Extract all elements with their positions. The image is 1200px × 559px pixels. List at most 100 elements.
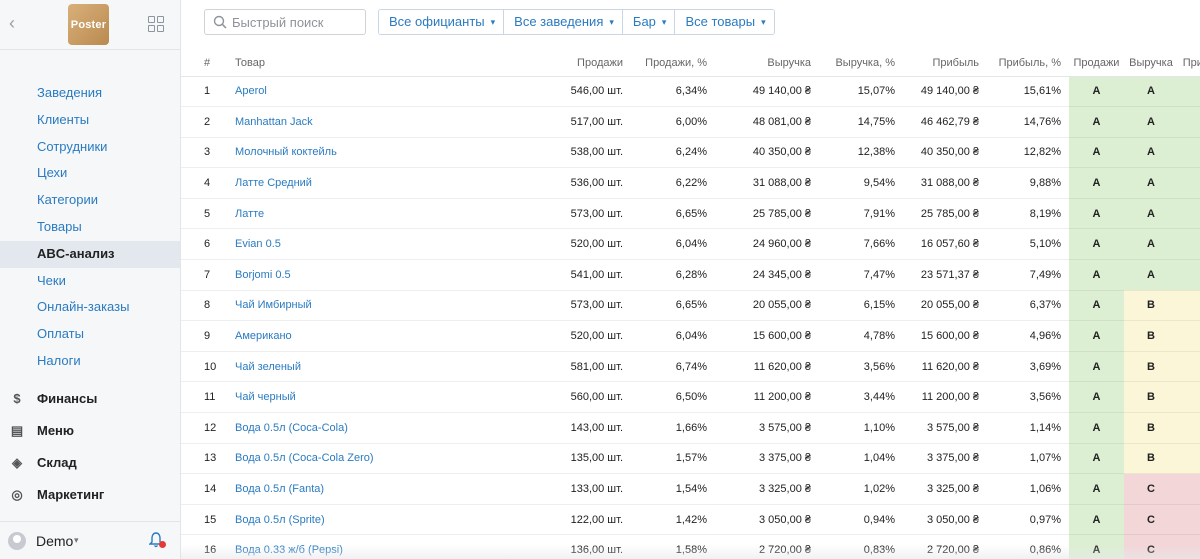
row-sales-pct: 6,74% <box>631 351 715 383</box>
row-revenue: 3 575,00 ₴ <box>715 412 819 444</box>
logo[interactable]: Poster <box>68 4 109 45</box>
class-profit-badge: B <box>1178 443 1200 475</box>
row-revenue-pct: 4,78% <box>819 320 903 352</box>
user-name[interactable]: Demo <box>36 533 74 549</box>
sidebar-item-10[interactable]: Налоги <box>37 352 81 368</box>
class-profit-badge: B <box>1178 381 1200 414</box>
row-product-cell: Молочный коктейль <box>235 137 489 169</box>
filter-dropdown-0[interactable]: Все официанты ▾ <box>379 10 505 34</box>
col-profit-pct[interactable]: Прибыль, % <box>987 50 1069 77</box>
row-profit: 25 785,00 ₴ <box>903 198 987 230</box>
row-num: 12 <box>181 412 235 444</box>
table-row: 1 Aperol 546,00 шт. 6,34% 49 140,00 ₴ 15,07% 4… <box>181 76 1200 108</box>
row-sales: 143,00 шт. <box>489 412 631 444</box>
class-profit-badge: B <box>1178 412 1200 444</box>
product-link[interactable]: Вода 0.5л (Fanta) <box>235 483 325 496</box>
search-input[interactable] <box>232 13 362 31</box>
row-profit-pct: 1,07% <box>987 443 1069 475</box>
sidebar-header: ‹ Poster <box>0 0 180 50</box>
product-link[interactable]: Чай зеленый <box>235 360 301 373</box>
product-link[interactable]: Manhattan Jack <box>235 115 313 128</box>
class-profit-badge: A <box>1178 167 1200 199</box>
row-profit-pct: 0,86% <box>1029 544 1061 557</box>
col-revenue-pct[interactable]: Выручка, % <box>819 50 903 77</box>
row-profit-pct: 4,96% <box>987 320 1069 352</box>
class-revenue-badge: C <box>1124 534 1178 559</box>
abc-table: # Товар Продажи Продажи, % Выручка Выруч… <box>181 50 1200 559</box>
row-revenue: 48 081,00 ₴ <box>715 106 819 138</box>
row-product-cell: Латте Средний <box>235 167 489 199</box>
sidebar-item-1[interactable]: Клиенты <box>37 111 90 127</box>
product-link[interactable]: Вода 0.5л (Coca-Cola) <box>235 421 348 434</box>
row-sales-pct: 1,66% <box>631 412 715 444</box>
col-num[interactable]: # <box>181 50 235 77</box>
product-link[interactable]: Evian 0.5 <box>235 238 281 251</box>
class-profit-badge: A <box>1178 76 1200 108</box>
sidebar-item-2[interactable]: Сотрудники <box>37 138 108 154</box>
class-sales-badge: A <box>1069 106 1124 138</box>
col-product[interactable]: Товар <box>235 50 489 77</box>
search-box[interactable] <box>204 9 366 35</box>
row-profit: 20 055,00 ₴ <box>903 290 987 322</box>
filter-dropdown-3[interactable]: Все товары ▾ <box>675 10 774 34</box>
row-product-cell: Американо <box>235 320 489 352</box>
chevron-down-icon[interactable]: ▾ <box>74 535 79 545</box>
col-class-revenue[interactable]: Выручка <box>1124 50 1178 77</box>
row-profit-pct: 3,56% <box>987 381 1069 414</box>
product-link[interactable]: Американо <box>235 330 292 343</box>
product-link[interactable]: Borjomi 0.5 <box>235 268 291 281</box>
product-link[interactable]: Латте Средний <box>235 177 312 190</box>
product-link[interactable]: Чай Имбирный <box>235 299 312 312</box>
row-revenue: 15 600,00 ₴ <box>715 320 819 352</box>
col-revenue[interactable]: Выручка <box>715 50 819 77</box>
sidebar-item-4[interactable]: Категории <box>37 192 98 208</box>
product-link[interactable]: Молочный коктейль <box>235 146 337 159</box>
col-sales[interactable]: Продажи <box>489 50 631 77</box>
row-revenue-pct: 0,83% <box>863 544 895 557</box>
avatar[interactable] <box>8 532 26 550</box>
sidebar-item-0[interactable]: Заведения <box>37 85 103 100</box>
sidebar-section-1[interactable]: ▤ Меню <box>0 417 180 445</box>
class-revenue-badge: C <box>1124 473 1178 505</box>
product-link[interactable]: Вода 0.5л (Coca-Cola Zero) <box>235 452 374 465</box>
row-profit: 16 057,60 ₴ <box>903 228 987 261</box>
sidebar-item-5[interactable]: Товары <box>37 218 82 234</box>
filter-dropdown-2[interactable]: Бар ▾ <box>622 10 676 34</box>
table-row: 4 Латте Средний 536,00 шт. 6,22% 31 088,00 ₴… <box>181 167 1200 199</box>
product-link[interactable]: Вода 0.33 ж/б (Pepsi) <box>235 544 343 557</box>
apps-grid-icon[interactable] <box>148 16 164 32</box>
sidebar-item-8[interactable]: Онлайн-заказы <box>37 299 130 315</box>
sidebar-item-6[interactable]: ABC-анализ <box>0 240 180 268</box>
row-profit: 3 325,00 ₴ <box>903 473 987 505</box>
row-sales-pct: 1,42% <box>631 504 715 536</box>
product-link[interactable]: Латте <box>235 207 265 220</box>
filter-dropdown-1[interactable]: Все заведения ▾ <box>504 10 623 34</box>
class-sales-badge: A <box>1069 198 1124 230</box>
sidebar-item-3[interactable]: Цехи <box>37 165 68 181</box>
product-link[interactable]: Aperol <box>235 85 267 98</box>
notification-dot <box>159 541 166 548</box>
product-link[interactable]: Чай черный <box>235 391 296 404</box>
chevron-left-icon[interactable]: ‹ <box>9 13 15 33</box>
row-num: 16 <box>204 544 217 557</box>
sidebar-section-3[interactable]: ◎ Маркетинг <box>0 481 180 509</box>
filter-group: Все официанты ▾ Все заведения ▾ Бар ▾ Все това… <box>378 9 775 35</box>
sidebar-item-7[interactable]: Чеки <box>37 272 66 288</box>
row-profit-pct: 1,14% <box>987 412 1069 444</box>
sidebar-item-9[interactable]: Оплаты <box>37 326 84 342</box>
col-sales-pct[interactable]: Продажи, % <box>631 50 715 77</box>
product-link[interactable]: Вода 0.5л (Sprite) <box>235 513 325 526</box>
sidebar-section-2[interactable]: ◈ Склад <box>0 449 180 477</box>
chevron-down-icon: ▾ <box>661 17 667 27</box>
row-profit-pct: 15,61% <box>987 76 1069 108</box>
col-class-profit[interactable]: Прибыль <box>1178 50 1200 77</box>
main-content: Все официанты▾Все заведения▾Бар▾Все това… <box>181 0 1200 559</box>
bell-icon[interactable] <box>148 532 165 548</box>
class-profit-badge: C <box>1178 534 1200 559</box>
class-revenue-badge: A <box>1124 228 1178 261</box>
col-class-sales[interactable]: Продажи <box>1069 50 1124 77</box>
row-profit: 40 350,00 ₴ <box>903 137 987 169</box>
table-row: 16 Вода 0.33 ж/б (Pepsi) 136,00 шт. 1,58% 2 … <box>181 534 1200 559</box>
col-profit[interactable]: Прибыль <box>903 50 987 77</box>
sidebar-section-0[interactable]: $ Финансы <box>0 385 180 413</box>
